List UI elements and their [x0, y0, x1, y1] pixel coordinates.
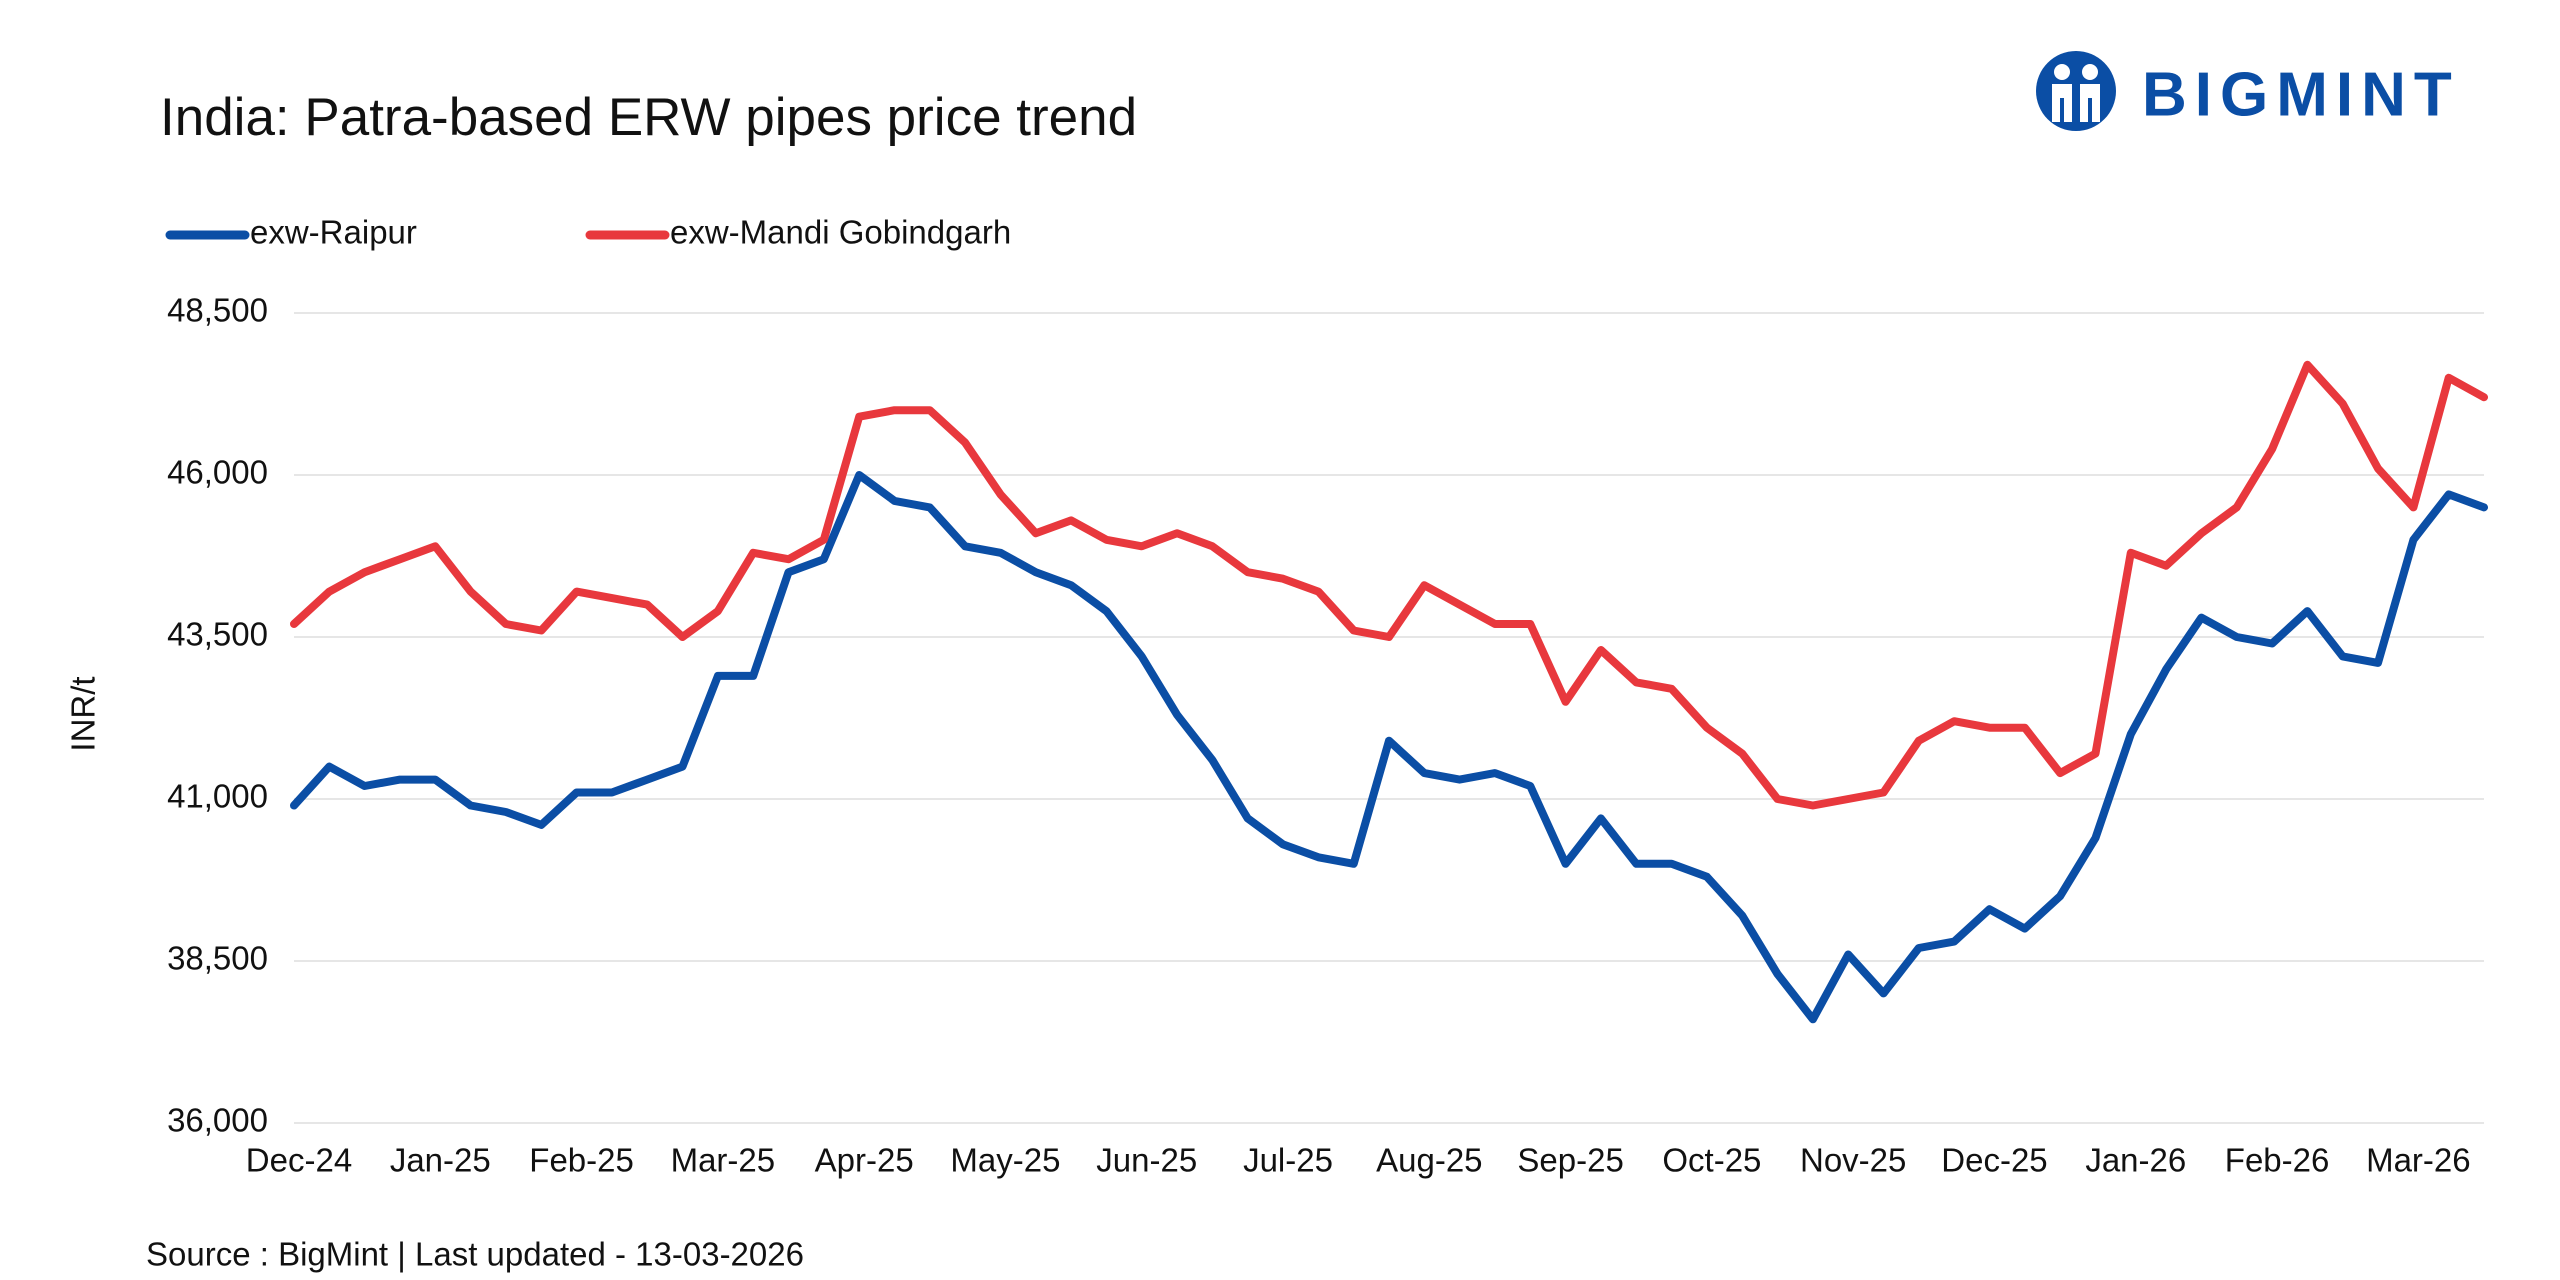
- legend-label: exw-Mandi Gobindgarh: [670, 214, 1011, 251]
- x-tick-label: Jun-25: [1096, 1142, 1197, 1179]
- y-tick-label: 43,500: [167, 616, 268, 653]
- source-note: Source : BigMint | Last updated - 13-03-…: [146, 1236, 804, 1273]
- logo-text: BIGMINT: [2142, 60, 2460, 129]
- series-line: [290, 471, 2488, 1024]
- x-tick-label: Sep-25: [1517, 1142, 1623, 1179]
- y-tick-label: 38,500: [167, 940, 268, 977]
- x-tick-label: Oct-25: [1662, 1142, 1761, 1179]
- x-tick-label: Mar-26: [2366, 1142, 2471, 1179]
- logo-icon: [2036, 51, 2116, 131]
- legend-label: exw-Raipur: [250, 214, 417, 251]
- x-tick-label: Dec-24: [246, 1142, 352, 1179]
- x-tick-label: Jan-25: [390, 1142, 491, 1179]
- y-axis-label: INR/t: [65, 676, 102, 751]
- y-tick-label: 46,000: [167, 454, 268, 491]
- y-tick-label: 36,000: [167, 1102, 268, 1139]
- x-tick-label: Jul-25: [1243, 1142, 1333, 1179]
- y-tick-label: 41,000: [167, 778, 268, 815]
- chart-title: India: Patra-based ERW pipes price trend: [160, 88, 1137, 147]
- x-tick-label: May-25: [950, 1142, 1060, 1179]
- x-tick-label: Feb-25: [529, 1142, 634, 1179]
- x-tick-label: Dec-25: [1941, 1142, 2047, 1179]
- x-tick-label: Jan-26: [2085, 1142, 2186, 1179]
- x-tick-label: Feb-26: [2225, 1142, 2330, 1179]
- x-tick-label: Apr-25: [815, 1142, 914, 1179]
- y-tick-label: 48,500: [167, 292, 268, 329]
- x-tick-label: Mar-25: [671, 1142, 776, 1179]
- x-tick-label: Nov-25: [1800, 1142, 1906, 1179]
- x-tick-label: Aug-25: [1376, 1142, 1482, 1179]
- series-line: [290, 360, 2488, 810]
